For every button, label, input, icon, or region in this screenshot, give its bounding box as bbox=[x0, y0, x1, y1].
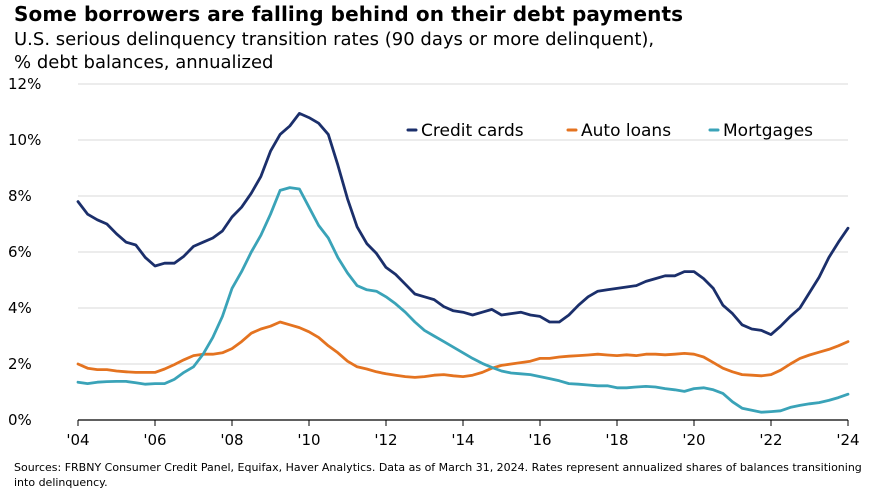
series-layer bbox=[76, 112, 850, 414]
chart-subtitle-line-1: U.S. serious delinquency transition rate… bbox=[14, 29, 655, 50]
y-tick-label: 6% bbox=[8, 243, 32, 261]
x-tick-label: '08 bbox=[220, 431, 243, 449]
series-line-credit-cards bbox=[76, 112, 850, 336]
legend-label: Mortgages bbox=[723, 121, 813, 141]
y-tick-label: 12% bbox=[8, 75, 41, 93]
x-tick-label: '12 bbox=[374, 431, 397, 449]
x-tick-label: '18 bbox=[605, 431, 628, 449]
legend-label: Auto loans bbox=[581, 121, 671, 141]
y-tick-label: 4% bbox=[8, 299, 32, 317]
y-tick-label: 2% bbox=[8, 355, 32, 373]
legend: Credit cards Auto loans Mortgages bbox=[406, 121, 813, 141]
x-tick-label: '20 bbox=[682, 431, 705, 449]
legend-label: Credit cards bbox=[421, 121, 524, 141]
x-tick-label: '06 bbox=[143, 431, 166, 449]
series-line-auto-loans bbox=[76, 320, 850, 379]
source-note: Sources: FRBNY Consumer Credit Panel, Eq… bbox=[14, 461, 862, 489]
x-tick-label: '14 bbox=[451, 431, 474, 449]
chart-title: Some borrowers are falling behind on the… bbox=[14, 2, 684, 26]
grid-layer bbox=[78, 83, 848, 365]
x-tick-label: '22 bbox=[759, 431, 782, 449]
y-tick-label: 8% bbox=[8, 187, 32, 205]
chart-subtitle: U.S. serious delinquency transition rate… bbox=[14, 28, 654, 74]
axis-layer: 0% 2% 4% 6% 8% 10% 12% '04 '06 '08 '10 '12 '14 '16 '18… bbox=[8, 75, 860, 449]
y-tick-label: 0% bbox=[8, 411, 32, 429]
x-tick-label: '16 bbox=[528, 431, 551, 449]
x-tick-label: '04 bbox=[66, 431, 89, 449]
chart-subtitle-line-2: % debt balances, annualized bbox=[14, 52, 274, 73]
series-line-mortgages bbox=[76, 186, 850, 414]
x-tick-label: '24 bbox=[836, 431, 859, 449]
y-tick-label: 10% bbox=[8, 131, 41, 149]
x-tick-label: '10 bbox=[297, 431, 320, 449]
